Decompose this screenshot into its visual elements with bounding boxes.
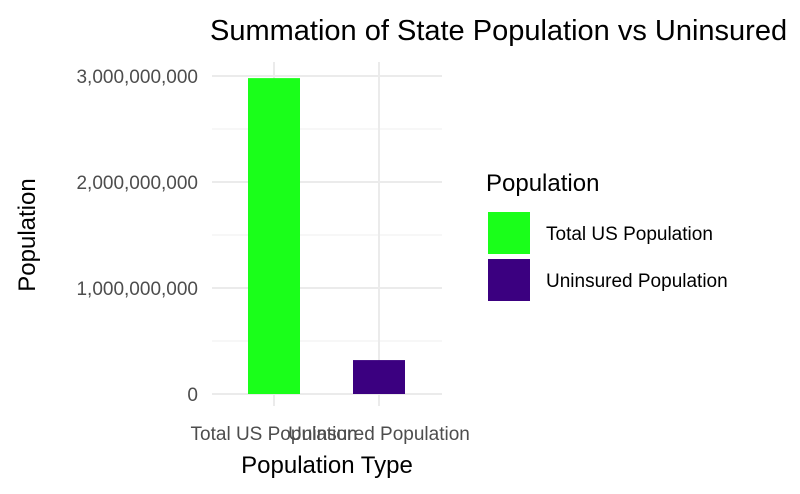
legend-swatch	[488, 212, 530, 254]
legend-title: Population	[486, 170, 599, 197]
legend-label: Uninsured Population	[546, 271, 728, 292]
y-axis-title: Population	[14, 178, 41, 291]
legend-label: Total US Population	[546, 224, 713, 245]
y-axis-ticks: 0 1,000,000,000 2,000,000,000 3,000,000,000	[76, 67, 198, 406]
chart-title: Summation of State Population vs Uninsur…	[210, 15, 787, 47]
x-tick-label: Uninsured Population	[288, 424, 470, 445]
legend-swatch	[488, 259, 530, 301]
y-tick-label: 0	[187, 385, 198, 406]
x-axis-title: Population Type	[241, 452, 413, 479]
y-tick-label: 2,000,000,000	[76, 173, 198, 194]
bars	[248, 78, 405, 395]
bar-total-us-population	[248, 78, 300, 395]
legend-items: Total US Population Uninsured Population	[488, 212, 728, 301]
grid	[212, 62, 442, 406]
y-tick-label: 3,000,000,000	[76, 67, 198, 88]
legend: Population Total US Population Uninsured …	[486, 170, 728, 301]
y-tick-label: 1,000,000,000	[76, 279, 198, 300]
x-tick-label: Total US Population	[191, 424, 358, 445]
bar-uninsured-population	[353, 360, 405, 394]
